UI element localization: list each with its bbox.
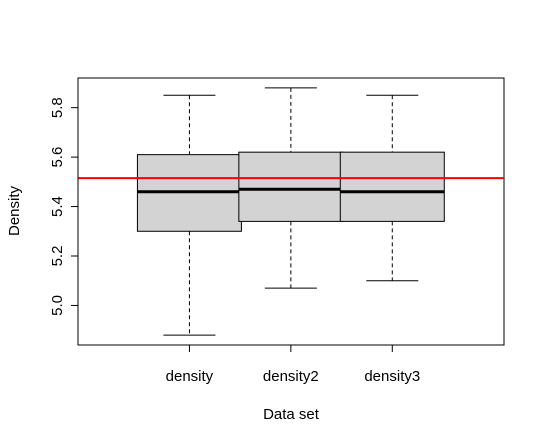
y-tick-label: 5.2 xyxy=(49,246,66,267)
box-iqr xyxy=(238,151,344,222)
y-tick-label: 5.4 xyxy=(49,196,66,217)
x-tick-label: density3 xyxy=(364,368,420,385)
x-tick-label: density xyxy=(166,368,214,385)
y-tick-label: 5.8 xyxy=(49,97,66,118)
x-tick-label: density2 xyxy=(263,368,319,385)
x-axis-label: Data set xyxy=(263,406,320,423)
box-iqr xyxy=(339,151,445,222)
x-axis: density density2 density3 xyxy=(166,344,420,385)
boxes-layer xyxy=(136,87,445,336)
y-axis: 5.0 5.2 5.4 5.6 5.8 xyxy=(49,97,79,316)
y-tick-label: 5.6 xyxy=(49,147,66,168)
y-tick-label: 5.0 xyxy=(49,295,66,316)
y-axis-label: Density xyxy=(6,185,23,236)
